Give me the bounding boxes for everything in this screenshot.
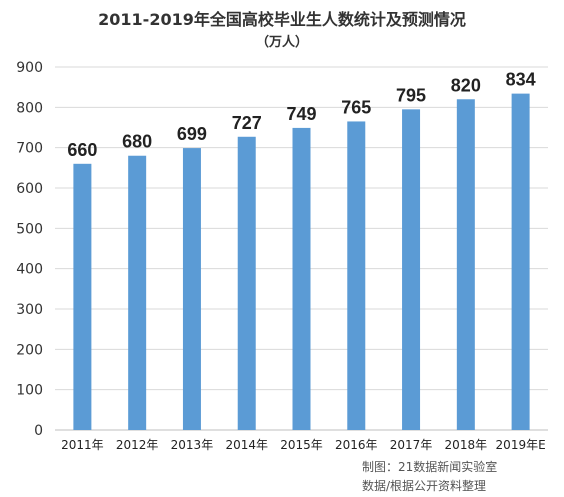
data-label: 727 bbox=[232, 113, 262, 133]
x-tick-label: 2015年 bbox=[280, 438, 323, 452]
bars bbox=[73, 93, 530, 431]
data-label: 660 bbox=[67, 140, 97, 160]
y-tick-label: 800 bbox=[16, 100, 43, 116]
bar bbox=[511, 93, 530, 431]
x-tick-label: 2013年 bbox=[171, 438, 214, 452]
data-label: 820 bbox=[451, 75, 481, 95]
data-label: 749 bbox=[286, 104, 316, 124]
x-tick-label: 2011年 bbox=[61, 438, 104, 452]
y-tick-label: 0 bbox=[34, 423, 43, 439]
x-tick-label: 2018年 bbox=[445, 438, 488, 452]
data-label: 834 bbox=[506, 70, 536, 90]
bar bbox=[182, 148, 201, 430]
chart-subtitle: （万人） bbox=[256, 34, 308, 50]
bar bbox=[128, 155, 147, 430]
y-tick-label: 300 bbox=[16, 302, 43, 318]
y-tick-label: 900 bbox=[16, 60, 43, 76]
bar bbox=[73, 163, 92, 431]
y-tick-label: 200 bbox=[16, 342, 43, 358]
bar bbox=[402, 109, 421, 430]
bar bbox=[456, 99, 475, 431]
x-tick-label: 2016年 bbox=[335, 438, 378, 452]
y-tick-label: 400 bbox=[16, 262, 43, 278]
credit-line-1: 制图：21数据新闻实验室 bbox=[362, 459, 497, 474]
data-label: 795 bbox=[396, 85, 426, 105]
bar bbox=[237, 136, 256, 430]
y-tick-label: 700 bbox=[16, 141, 43, 157]
y-tick-label: 100 bbox=[16, 383, 43, 399]
x-tick-label: 2019年E bbox=[496, 438, 546, 452]
x-axis-ticks: 2011年 2012年 2013年 2014年 2015年 2016年 2017年 2018年… bbox=[61, 438, 546, 452]
x-tick-label: 2014年 bbox=[225, 438, 268, 452]
chart-title: 2011-2019年全国高校毕业生人数统计及预测情况 bbox=[98, 10, 466, 29]
credit-line-2: 数据/根据公开资料整理 bbox=[362, 478, 486, 493]
y-axis-ticks: 0 100 200 300 400 500 600 700 800 900 bbox=[16, 60, 43, 439]
bar bbox=[347, 121, 366, 430]
data-label: 699 bbox=[177, 124, 207, 144]
y-tick-label: 500 bbox=[16, 221, 43, 237]
x-tick-label: 2017年 bbox=[390, 438, 433, 452]
y-tick-label: 600 bbox=[16, 181, 43, 197]
data-label: 680 bbox=[122, 132, 152, 152]
x-tick-label: 2012年 bbox=[116, 438, 159, 452]
data-labels: 660 680 699 727 749 765 795 820 834 bbox=[67, 70, 535, 160]
data-label: 765 bbox=[341, 97, 371, 117]
bar bbox=[292, 127, 311, 431]
